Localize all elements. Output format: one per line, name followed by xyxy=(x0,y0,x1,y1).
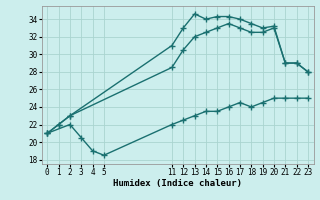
X-axis label: Humidex (Indice chaleur): Humidex (Indice chaleur) xyxy=(113,179,242,188)
